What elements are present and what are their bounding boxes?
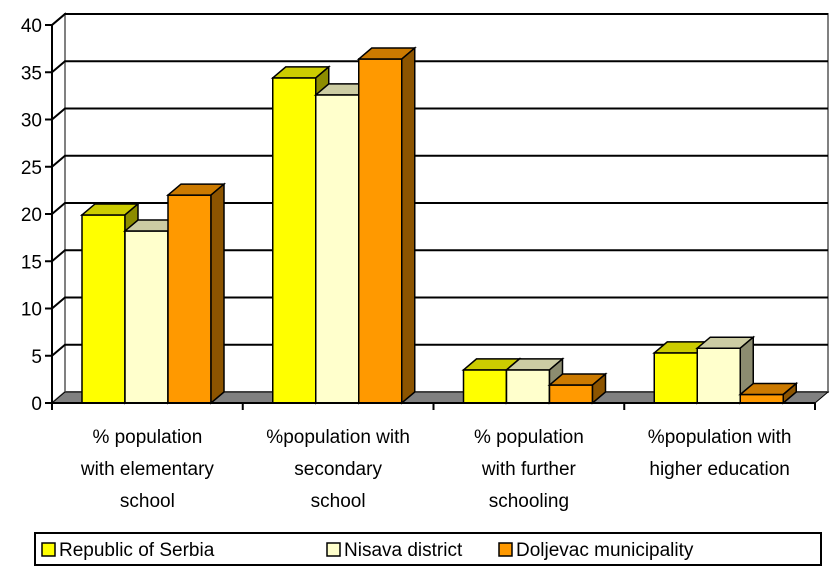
bar-front [81, 214, 126, 404]
gridline [51, 60, 828, 74]
bar-front [696, 347, 741, 404]
bar-front [653, 352, 698, 404]
x-category-label: %population with [648, 427, 792, 448]
bar-side [591, 372, 607, 405]
bar [695, 335, 756, 405]
legend-swatch [498, 542, 513, 557]
x-category-label: higher education [649, 459, 790, 480]
gridline [51, 343, 828, 357]
x-category-label: schooling [489, 491, 569, 512]
bars [79, 46, 799, 405]
x-category-label: school [120, 491, 175, 512]
x-category-label: % population [92, 427, 202, 448]
bar-front [358, 58, 403, 404]
legend-swatch [41, 542, 56, 557]
legend-swatch [326, 542, 341, 557]
bar-front [167, 194, 212, 404]
bar-side [210, 182, 225, 405]
y-tick-label: 0 [31, 394, 42, 415]
bar-front [739, 393, 784, 404]
y-tick-label: 15 [21, 252, 42, 273]
bar [356, 46, 417, 405]
y-tick-label: 30 [21, 111, 42, 132]
gridline [51, 249, 828, 263]
y-axis: 0 5 10 15 20 25 30 35 40 [21, 16, 53, 415]
x-axis: % population with elementary school %popula… [51, 402, 816, 512]
bar-front [462, 369, 508, 404]
legend: Republic of Serbia Nisava district Doljeva… [34, 532, 822, 566]
bar-front [272, 77, 317, 404]
bar-front [505, 369, 551, 404]
bar [547, 372, 608, 405]
x-category-label: with further [481, 459, 577, 480]
bar-side [401, 46, 416, 405]
bar-front [548, 384, 594, 404]
legend-label: Nisava district [344, 540, 463, 561]
x-category-label: with elementary [80, 459, 215, 480]
bar-side [782, 381, 797, 405]
gridline [51, 154, 828, 168]
legend-label: Republic of Serbia [59, 540, 215, 561]
x-category-label: school [311, 491, 366, 512]
bar-front [124, 230, 169, 404]
gridline [51, 296, 828, 310]
gridline [51, 202, 828, 215]
y-tick-label: 40 [21, 16, 42, 37]
x-category-label: % population [474, 427, 584, 448]
bar-front [315, 94, 360, 404]
bar [165, 182, 227, 405]
y-tick-label: 10 [21, 300, 42, 321]
y-tick-label: 35 [21, 63, 42, 84]
bar [738, 381, 799, 405]
y-tick-label: 25 [21, 158, 42, 179]
x-category-label: %population with [266, 427, 410, 448]
gridline [51, 13, 828, 26]
x-category-label: secondary [294, 459, 382, 480]
y-tick-label: 5 [31, 347, 42, 368]
y-tick-label: 20 [21, 205, 42, 226]
gridline [51, 107, 828, 121]
legend-label: Doljevac municipality [516, 540, 694, 561]
legend-box [34, 532, 822, 566]
gridlines [51, 13, 828, 357]
